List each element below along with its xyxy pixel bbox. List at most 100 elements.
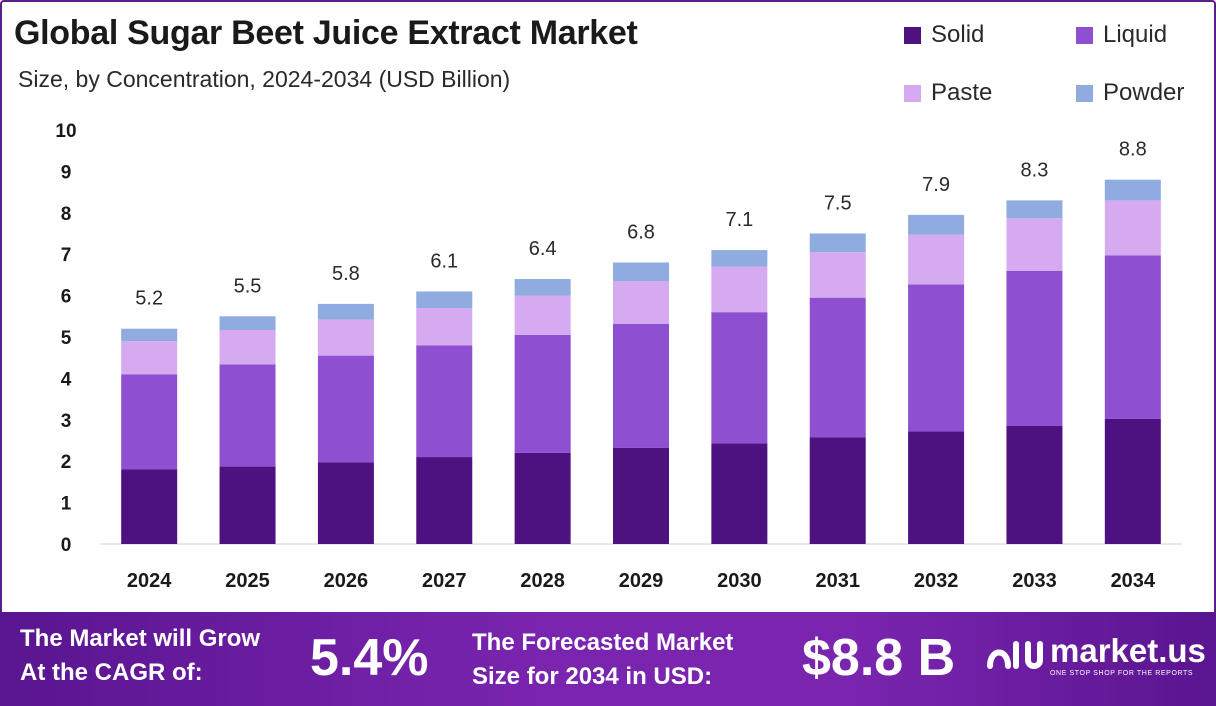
y-tick-label: 9 xyxy=(61,162,72,183)
x-tick-label: 2028 xyxy=(520,570,565,592)
bar-segment-liquid xyxy=(809,297,866,438)
legend-swatch-paste xyxy=(904,84,921,102)
bar-segment-powder xyxy=(1006,200,1063,219)
bar-total-label: 5.5 xyxy=(234,275,262,297)
bar-segment-liquid xyxy=(711,312,768,444)
bar-total-label: 5.8 xyxy=(332,263,360,285)
legend-item-powder: Powder xyxy=(1076,79,1184,107)
legend-swatch-solid xyxy=(904,26,921,44)
x-tick-label: 2030 xyxy=(717,570,762,592)
bar-segment-solid xyxy=(219,466,276,544)
legend-label-solid: Solid xyxy=(931,21,985,48)
bar-segment-paste xyxy=(711,266,768,313)
y-tick-label: 5 xyxy=(61,328,72,349)
x-tick-label: 2032 xyxy=(914,570,959,592)
cagr-value: 5.4% xyxy=(310,629,429,687)
bar-segment-paste xyxy=(908,234,965,285)
x-tick-label: 2026 xyxy=(324,570,369,592)
legend-label-powder: Powder xyxy=(1103,79,1185,106)
legend-item-liquid: Liquid xyxy=(1076,21,1167,49)
x-tick-label: 2029 xyxy=(619,570,664,592)
forecast-label: The Forecasted Market Size for 2034 in U… xyxy=(472,629,734,690)
market-us-logo-icon xyxy=(987,640,1043,669)
bar-segment-paste xyxy=(219,329,276,365)
brand-tagline: ONE STOP SHOP FOR THE REPORTS xyxy=(1050,670,1194,677)
bar-segment-solid xyxy=(613,447,669,544)
bar-total-label: 8.8 xyxy=(1119,139,1147,161)
bar-segment-powder xyxy=(514,279,571,296)
y-tick-label: 2 xyxy=(61,452,72,473)
y-tick-label: 0 xyxy=(61,535,72,556)
cagr-label: The Market will Grow At the CAGR of: xyxy=(20,625,261,686)
bar-segment-paste xyxy=(121,341,178,375)
bar-segment-solid xyxy=(416,457,473,544)
bar-segment-powder xyxy=(809,233,866,253)
bar-segment-liquid xyxy=(219,364,276,467)
bar-total-label: 6.1 xyxy=(430,250,458,272)
bar-segment-powder xyxy=(317,303,374,320)
bar-total-label: 7.5 xyxy=(824,193,852,215)
bar-total-label: 6.8 xyxy=(627,221,655,243)
chart-title: Global Sugar Beet Juice Extract Market xyxy=(14,14,638,52)
legend-swatch-liquid xyxy=(1076,26,1093,44)
bar-total-label: 6.4 xyxy=(529,238,557,260)
legend-label-paste: Paste xyxy=(931,79,993,106)
y-tick-label: 7 xyxy=(61,245,72,266)
y-tick-label: 6 xyxy=(61,287,72,308)
legend-item-solid: Solid xyxy=(904,21,984,49)
bar-total-label: 5.2 xyxy=(135,288,163,310)
bar-segment-solid xyxy=(908,431,965,544)
legend-swatch-powder xyxy=(1076,84,1093,102)
x-tick-label: 2025 xyxy=(225,570,270,592)
bar-segment-liquid xyxy=(514,334,571,453)
forecast-value: $8.8 B xyxy=(802,629,956,687)
bar-segment-paste xyxy=(1104,200,1161,256)
legend-item-paste: Paste xyxy=(904,79,992,107)
x-tick-label: 2027 xyxy=(422,570,467,592)
bar-segment-solid xyxy=(1006,426,1063,544)
brand-name: market.us xyxy=(1050,632,1206,669)
bar-segment-liquid xyxy=(1104,255,1161,419)
bar-segment-solid xyxy=(1104,418,1161,544)
stacked-bar-chart: 0 1 2 3 4 5 6 7 8 9 10 5.2 2024 5.5 2025 5.8 2026 6.1 2027… xyxy=(55,121,1182,592)
x-tick-label: 2024 xyxy=(127,570,172,592)
bar-segment-solid xyxy=(317,462,374,544)
bar-segment-solid xyxy=(711,443,768,544)
bar-segment-powder xyxy=(613,262,669,282)
x-tick-label: 2031 xyxy=(815,570,860,592)
bar-segment-powder xyxy=(711,250,768,267)
bar-segment-powder xyxy=(908,214,965,235)
legend-label-liquid: Liquid xyxy=(1103,21,1168,48)
bar-segment-powder xyxy=(416,291,473,309)
bar-segment-paste xyxy=(1006,218,1063,271)
bar-segment-solid xyxy=(514,452,571,544)
y-tick-label: 1 xyxy=(61,494,72,515)
bar-segment-paste xyxy=(514,295,571,335)
summary-footer: The Market will Grow At the CAGR of: 5.4… xyxy=(0,612,1216,706)
y-tick-label: 3 xyxy=(61,411,72,432)
bar-total-label: 7.1 xyxy=(725,209,753,231)
bar-segment-liquid xyxy=(416,345,473,458)
bar-segment-paste xyxy=(317,319,374,356)
bar-total-label: 8.3 xyxy=(1021,159,1049,181)
bar-segment-solid xyxy=(809,437,866,544)
bar-segment-paste xyxy=(809,252,866,298)
bar-total-label: 7.9 xyxy=(922,174,950,196)
bar-segment-liquid xyxy=(121,374,178,470)
bar-segment-paste xyxy=(416,308,473,346)
bar-segment-powder xyxy=(121,328,178,342)
bar-segment-liquid xyxy=(1006,270,1063,427)
y-tick-label: 10 xyxy=(55,121,76,142)
chart-subtitle: Size, by Concentration, 2024-2034 (USD B… xyxy=(18,66,511,92)
bar-segment-paste xyxy=(613,281,669,324)
x-tick-label: 2034 xyxy=(1111,570,1156,592)
brand-logo: market.us ONE STOP SHOP FOR THE REPORTS xyxy=(986,634,1206,677)
bar-segment-solid xyxy=(121,469,178,544)
bar-segment-liquid xyxy=(613,323,669,448)
y-tick-label: 8 xyxy=(61,204,72,225)
x-tick-label: 2033 xyxy=(1012,570,1057,592)
bar-segment-powder xyxy=(219,316,276,330)
bar-segment-liquid xyxy=(317,355,374,463)
bar-segment-powder xyxy=(1104,179,1161,201)
bar-segment-liquid xyxy=(908,284,965,432)
